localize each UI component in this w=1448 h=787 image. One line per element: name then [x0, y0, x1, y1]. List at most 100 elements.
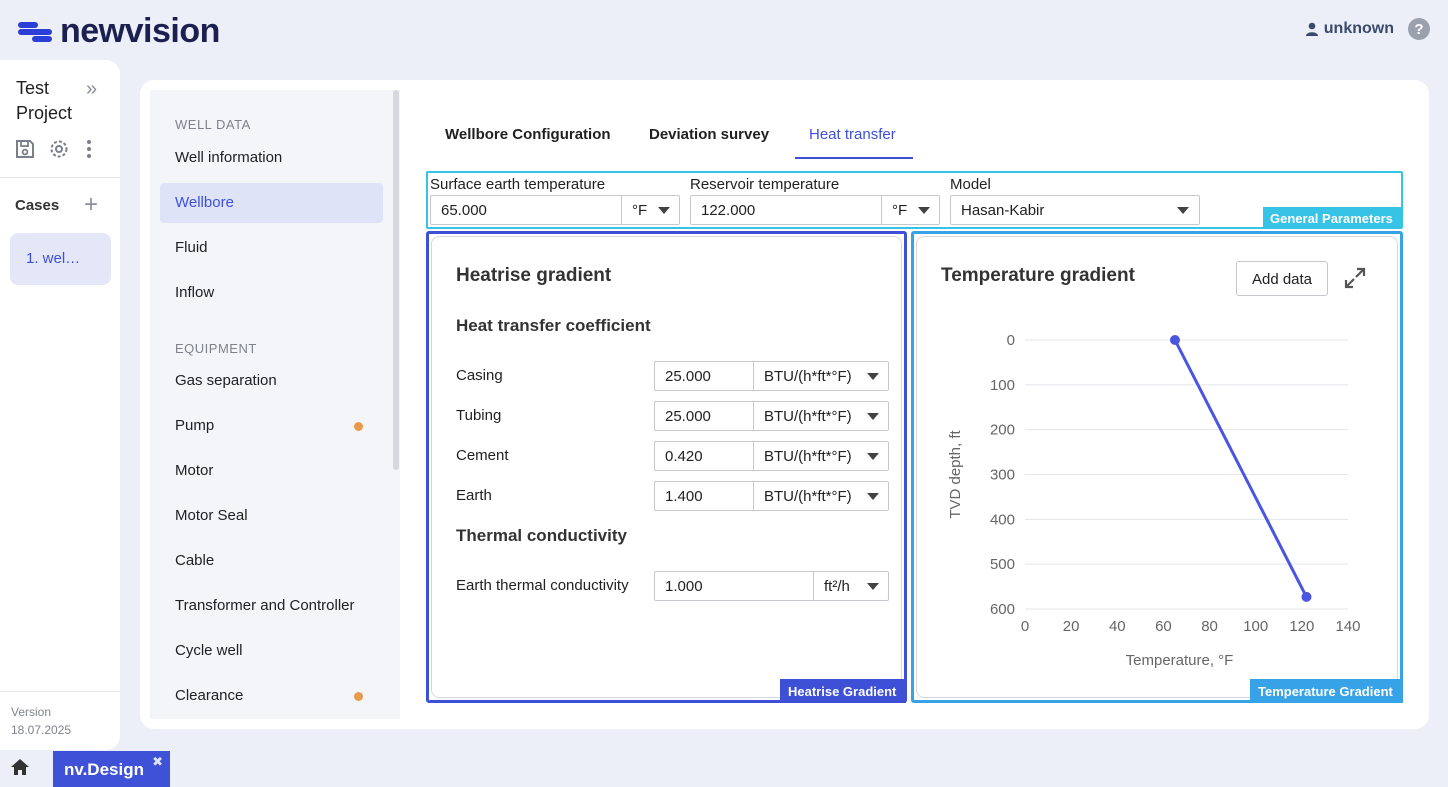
nav-item-motor-seal[interactable]: Motor Seal — [160, 496, 383, 536]
brand-logo[interactable]: newvision — [18, 12, 220, 51]
casing-unit-select[interactable]: BTU/(h*ft*°F) — [753, 362, 889, 390]
add-case-icon[interactable]: + — [84, 191, 99, 218]
nav-item-label: Pump — [175, 417, 215, 434]
divider — [0, 177, 120, 178]
user-area: unknown ? — [1305, 18, 1430, 40]
thermal-conductivity-title: Thermal conductivity — [456, 526, 627, 545]
nav-item-label: Motor Seal — [175, 507, 248, 524]
tab-heat-transfer[interactable]: Heat transfer — [809, 126, 896, 143]
brand-name: newvision — [60, 12, 220, 50]
nav-scrollbar[interactable] — [393, 90, 399, 470]
tab-wellbore-configuration[interactable]: Wellbore Configuration — [445, 126, 611, 143]
earth-label: Earth — [456, 487, 492, 504]
status-dot — [354, 692, 363, 701]
unit-label: BTU/(h*ft*°F) — [764, 448, 852, 465]
version-info: Version 18.07.2025 — [11, 703, 71, 739]
reservoir-temp-field[interactable]: 122.000 °F — [690, 195, 940, 225]
chevron-down-icon — [867, 453, 879, 460]
heatrise-gradient-box — [426, 231, 907, 703]
model-select[interactable]: Hasan-Kabir — [950, 195, 1200, 225]
user-name: unknown — [1323, 20, 1394, 37]
earth-conductivity-unit-select[interactable]: ft²/h — [813, 572, 889, 600]
nav-item-label: Clearance — [175, 687, 244, 704]
heatrise-card — [431, 236, 902, 698]
earth-conductivity-label: Earth thermal conductivity — [456, 577, 629, 594]
earth-unit-select[interactable]: BTU/(h*ft*°F) — [753, 482, 889, 510]
unit-label: BTU/(h*ft*°F) — [764, 408, 852, 425]
nav-section-equipment: EQUIPMENT — [175, 341, 257, 356]
project-actions — [14, 138, 96, 160]
htc-title: Heat transfer coefficient — [456, 316, 651, 335]
x-tick-label: 20 — [1063, 618, 1080, 635]
nav-item-wellbore[interactable]: Wellbore — [160, 183, 383, 223]
y-tick-label: 0 — [1007, 332, 1015, 349]
app-tab[interactable]: nv.Design ✖ — [53, 751, 170, 787]
nav-item-label: Wellbore — [175, 194, 234, 211]
nav-item-label: Well information — [175, 149, 283, 166]
earth-field[interactable]: 1.400 BTU/(h*ft*°F) — [654, 481, 889, 511]
model-label: Model — [950, 176, 991, 193]
earth-conductivity-field[interactable]: 1.000 ft²/h — [654, 571, 889, 601]
casing-value: 25.000 — [665, 368, 711, 385]
temperature-card — [916, 236, 1398, 698]
reservoir-temp-value: 122.000 — [701, 202, 756, 219]
x-tick-label: 100 — [1243, 618, 1268, 635]
series-line — [1173, 339, 1308, 598]
y-tick-label: 300 — [990, 467, 1015, 484]
status-dot — [354, 422, 363, 431]
unit-label: °F — [892, 202, 908, 219]
case-item[interactable]: 1. wel… — [10, 233, 111, 285]
cases-label: Cases — [15, 197, 60, 214]
x-tick-label: 80 — [1201, 618, 1218, 635]
reservoir-temp-label: Reservoir temperature — [690, 176, 840, 193]
help-icon[interactable]: ? — [1408, 18, 1430, 40]
surface-temp-unit-select[interactable]: °F — [621, 196, 680, 224]
nav-item-well-information[interactable]: Well information — [160, 138, 383, 178]
casing-field[interactable]: 25.000 BTU/(h*ft*°F) — [654, 361, 889, 391]
more-vert-icon[interactable] — [82, 138, 96, 160]
chevron-down-icon — [867, 413, 879, 420]
nav-item-clearance[interactable]: Clearance — [160, 676, 383, 716]
x-tick-label: 0 — [1021, 618, 1029, 635]
add-data-button[interactable]: Add data — [1236, 261, 1328, 296]
nav-item-gas-separation[interactable]: Gas separation — [160, 361, 383, 401]
nav-item-fluid[interactable]: Fluid — [160, 228, 383, 268]
tubing-unit-select[interactable]: BTU/(h*ft*°F) — [753, 402, 889, 430]
fullscreen-icon[interactable] — [1343, 266, 1367, 290]
earth-value: 1.400 — [665, 488, 703, 505]
settings-icon[interactable] — [48, 138, 70, 160]
nav-item-inflow[interactable]: Inflow — [160, 273, 383, 313]
y-tick-label: 100 — [990, 377, 1015, 394]
nav-item-motor[interactable]: Motor — [160, 451, 383, 491]
unit-label: °F — [632, 202, 648, 219]
cement-unit-select[interactable]: BTU/(h*ft*°F) — [753, 442, 889, 470]
model-value: Hasan-Kabir — [961, 202, 1045, 219]
nav-item-label: Fluid — [175, 239, 208, 256]
y-tick-label: 400 — [990, 511, 1015, 528]
reservoir-temp-unit-select[interactable]: °F — [881, 196, 940, 224]
casing-label: Casing — [456, 367, 503, 384]
nav-item-pump[interactable]: Pump — [160, 406, 383, 446]
nav-item-transformer[interactable]: Transformer and Controller — [160, 586, 383, 626]
close-icon[interactable]: ✖ — [152, 754, 163, 769]
version-label: Version — [11, 705, 52, 719]
data-point — [1301, 591, 1312, 602]
save-icon[interactable] — [14, 138, 36, 160]
temperature-gradient-tag: Temperature Gradient — [1250, 679, 1403, 703]
tubing-label: Tubing — [456, 407, 502, 424]
active-tab-indicator — [795, 157, 913, 159]
cement-label: Cement — [456, 447, 509, 464]
nav-item-cable[interactable]: Cable — [160, 541, 383, 581]
temperature-gradient-box — [911, 231, 1403, 703]
tab-deviation-survey[interactable]: Deviation survey — [649, 126, 770, 143]
unit-label: BTU/(h*ft*°F) — [764, 368, 852, 385]
tubing-field[interactable]: 25.000 BTU/(h*ft*°F) — [654, 401, 889, 431]
user-icon — [1305, 22, 1318, 36]
home-icon[interactable] — [10, 758, 30, 781]
cement-field[interactable]: 0.420 BTU/(h*ft*°F) — [654, 441, 889, 471]
y-tick-label: 600 — [990, 601, 1015, 618]
user-menu[interactable]: unknown — [1305, 20, 1394, 38]
surface-temp-field[interactable]: 65.000 °F — [430, 195, 680, 225]
expand-sidebar-icon[interactable]: » — [86, 78, 98, 100]
nav-item-cycle-well[interactable]: Cycle well — [160, 631, 383, 671]
